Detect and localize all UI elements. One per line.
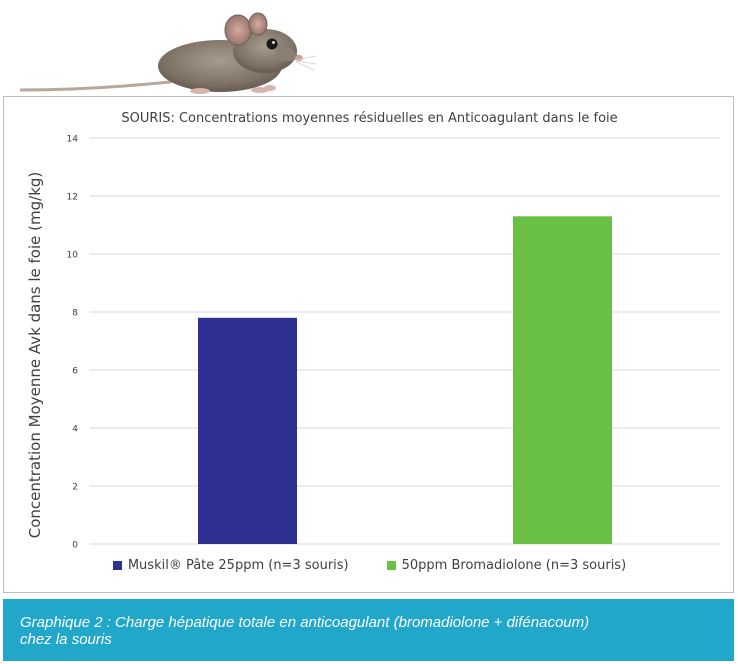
legend-item-bromadiolone: 50ppm Bromadiolone (n=3 souris) <box>386 558 627 573</box>
y-tick-label: 6 <box>72 367 78 377</box>
caption-line-2: chez la souris <box>20 631 112 648</box>
y-tick-label: 12 <box>67 193 78 203</box>
legend-label-muskil: Muskil® Pâte 25ppm (n=3 souris) <box>127 558 349 573</box>
y-axis-label: Concentration Moyenne Avk dans le foie (… <box>26 172 44 539</box>
bars <box>198 216 612 545</box>
y-tick-label: 4 <box>72 425 78 435</box>
mouse-icon <box>18 6 320 98</box>
y-tick-labels: 0 2 4 6 8 10 12 14 <box>67 135 79 551</box>
legend-swatch-bromadiolone <box>386 561 396 570</box>
chart-frame: 0 2 4 6 8 10 12 14 Concentration Moyenne Avk da… <box>3 96 734 593</box>
y-tick-label: 8 <box>72 309 78 319</box>
chart-legend: Muskil® Pâte 25ppm (n=3 souris) 50ppm Br… <box>4 558 735 573</box>
bar-bromadiolone <box>513 216 612 545</box>
legend-label-bromadiolone: 50ppm Bromadiolone (n=3 souris) <box>401 558 627 573</box>
chart-title: SOURIS: Concentrations moyennes résiduel… <box>121 111 618 126</box>
legend-item-muskil: Muskil® Pâte 25ppm (n=3 souris) <box>112 558 349 573</box>
bar-muskil <box>198 317 297 544</box>
y-tick-label: 0 <box>72 541 78 551</box>
legend-swatch-muskil <box>112 561 122 570</box>
bar-chart: 0 2 4 6 8 10 12 14 Concentration Moyenne Avk da… <box>26 135 720 551</box>
figure-caption: Graphique 2 : Charge hépatique totale en… <box>3 599 734 661</box>
y-tick-label: 14 <box>67 135 79 145</box>
y-tick-label: 2 <box>72 483 78 493</box>
grid-lines <box>90 137 720 545</box>
y-tick-label: 10 <box>67 251 79 261</box>
caption-line-1: Graphique 2 : Charge hépatique totale en… <box>20 614 590 631</box>
